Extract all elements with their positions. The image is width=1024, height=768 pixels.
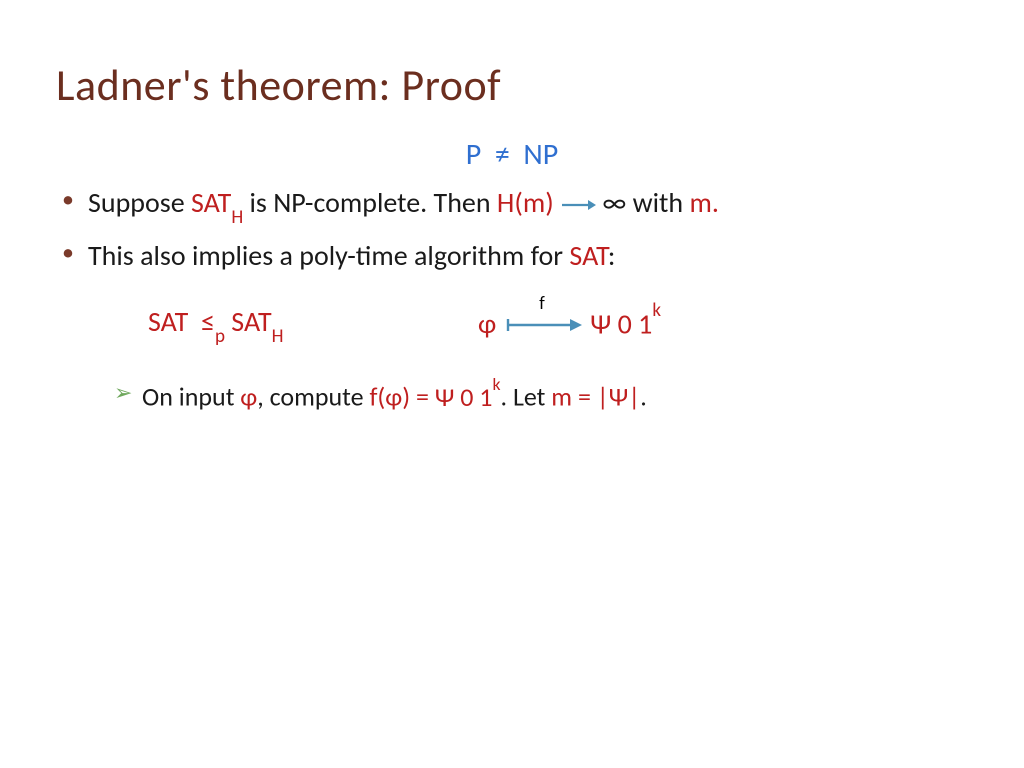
maps-to-arrow: f — [504, 308, 582, 338]
reduction-row: SAT ≤p SATH φ f Ψ 0 1k — [148, 304, 968, 344]
text: , compute — [257, 381, 369, 413]
bullet-2: This also implies a poly-time algorithm … — [56, 234, 968, 277]
f-open: f( — [369, 381, 385, 413]
eq: = — [572, 381, 597, 413]
phi: φ — [478, 306, 496, 341]
np-var: NP — [523, 136, 558, 173]
f-label: f — [539, 292, 545, 314]
abs: | — [628, 381, 640, 413]
sat: SAT — [148, 304, 188, 339]
eq: = — [410, 381, 435, 413]
text: This also implies a poly-time algorithm … — [88, 238, 569, 273]
reduction-left: SAT ≤p SATH — [148, 304, 478, 344]
p-var: P — [466, 136, 482, 173]
neq-symbol: ≠ — [495, 136, 510, 173]
one: 1 — [479, 381, 492, 413]
assumption-line: P ≠ NP — [56, 136, 968, 173]
bullet-list: Suppose SATH is NP-complete. Then H(m) ∞… — [56, 181, 968, 278]
hm: H(m) — [497, 185, 554, 220]
m-var: m. — [689, 185, 718, 220]
phi: φ — [240, 381, 257, 413]
psi-expr: Ψ 0 1k — [435, 381, 501, 413]
zero: 0 — [460, 381, 473, 413]
phi: φ — [385, 381, 402, 413]
k-sup: k — [652, 299, 661, 322]
maps-to-icon — [504, 314, 582, 344]
reduction-right: φ f Ψ 0 1k — [478, 306, 661, 341]
text: Suppose — [88, 185, 191, 220]
psi: Ψ — [609, 381, 629, 413]
text: is NP-complete. Then — [243, 185, 497, 220]
sat: SAT — [569, 238, 608, 273]
k-sup: k — [492, 373, 500, 395]
sat-sub: H — [231, 206, 243, 229]
sat-text: SAT — [191, 185, 231, 220]
sat-h: SAT — [231, 304, 271, 339]
text: . Let — [501, 381, 552, 413]
text: with — [626, 185, 689, 220]
f-phi: f(φ) — [369, 381, 410, 413]
sub-bullet: On input φ, compute f(φ) = Ψ 0 1k. Let m… — [114, 379, 968, 413]
sat-h: SATH — [191, 185, 243, 220]
one: 1 — [638, 306, 652, 341]
sat-h-sub: H — [272, 325, 284, 348]
bullet-1: Suppose SATH is NP-complete. Then H(m) ∞… — [56, 181, 968, 228]
text: . — [640, 381, 647, 413]
psi: Ψ — [435, 381, 455, 413]
f-close: ) — [402, 381, 410, 413]
psi-expr: Ψ 0 1k — [590, 306, 661, 341]
slide-title: Ladner's theorem: Proof — [56, 58, 968, 112]
leq: ≤ — [201, 304, 215, 339]
text: On input — [142, 381, 240, 413]
abs-psi: |Ψ| — [597, 381, 640, 413]
abs: | — [597, 381, 609, 413]
arrow-icon — [560, 197, 596, 213]
zero: 0 — [618, 306, 632, 341]
infinity: ∞ — [602, 185, 626, 220]
leq-sub: p — [215, 325, 225, 348]
m-var: m — [551, 381, 572, 413]
text: : — [608, 238, 616, 273]
psi: Ψ — [590, 306, 611, 341]
